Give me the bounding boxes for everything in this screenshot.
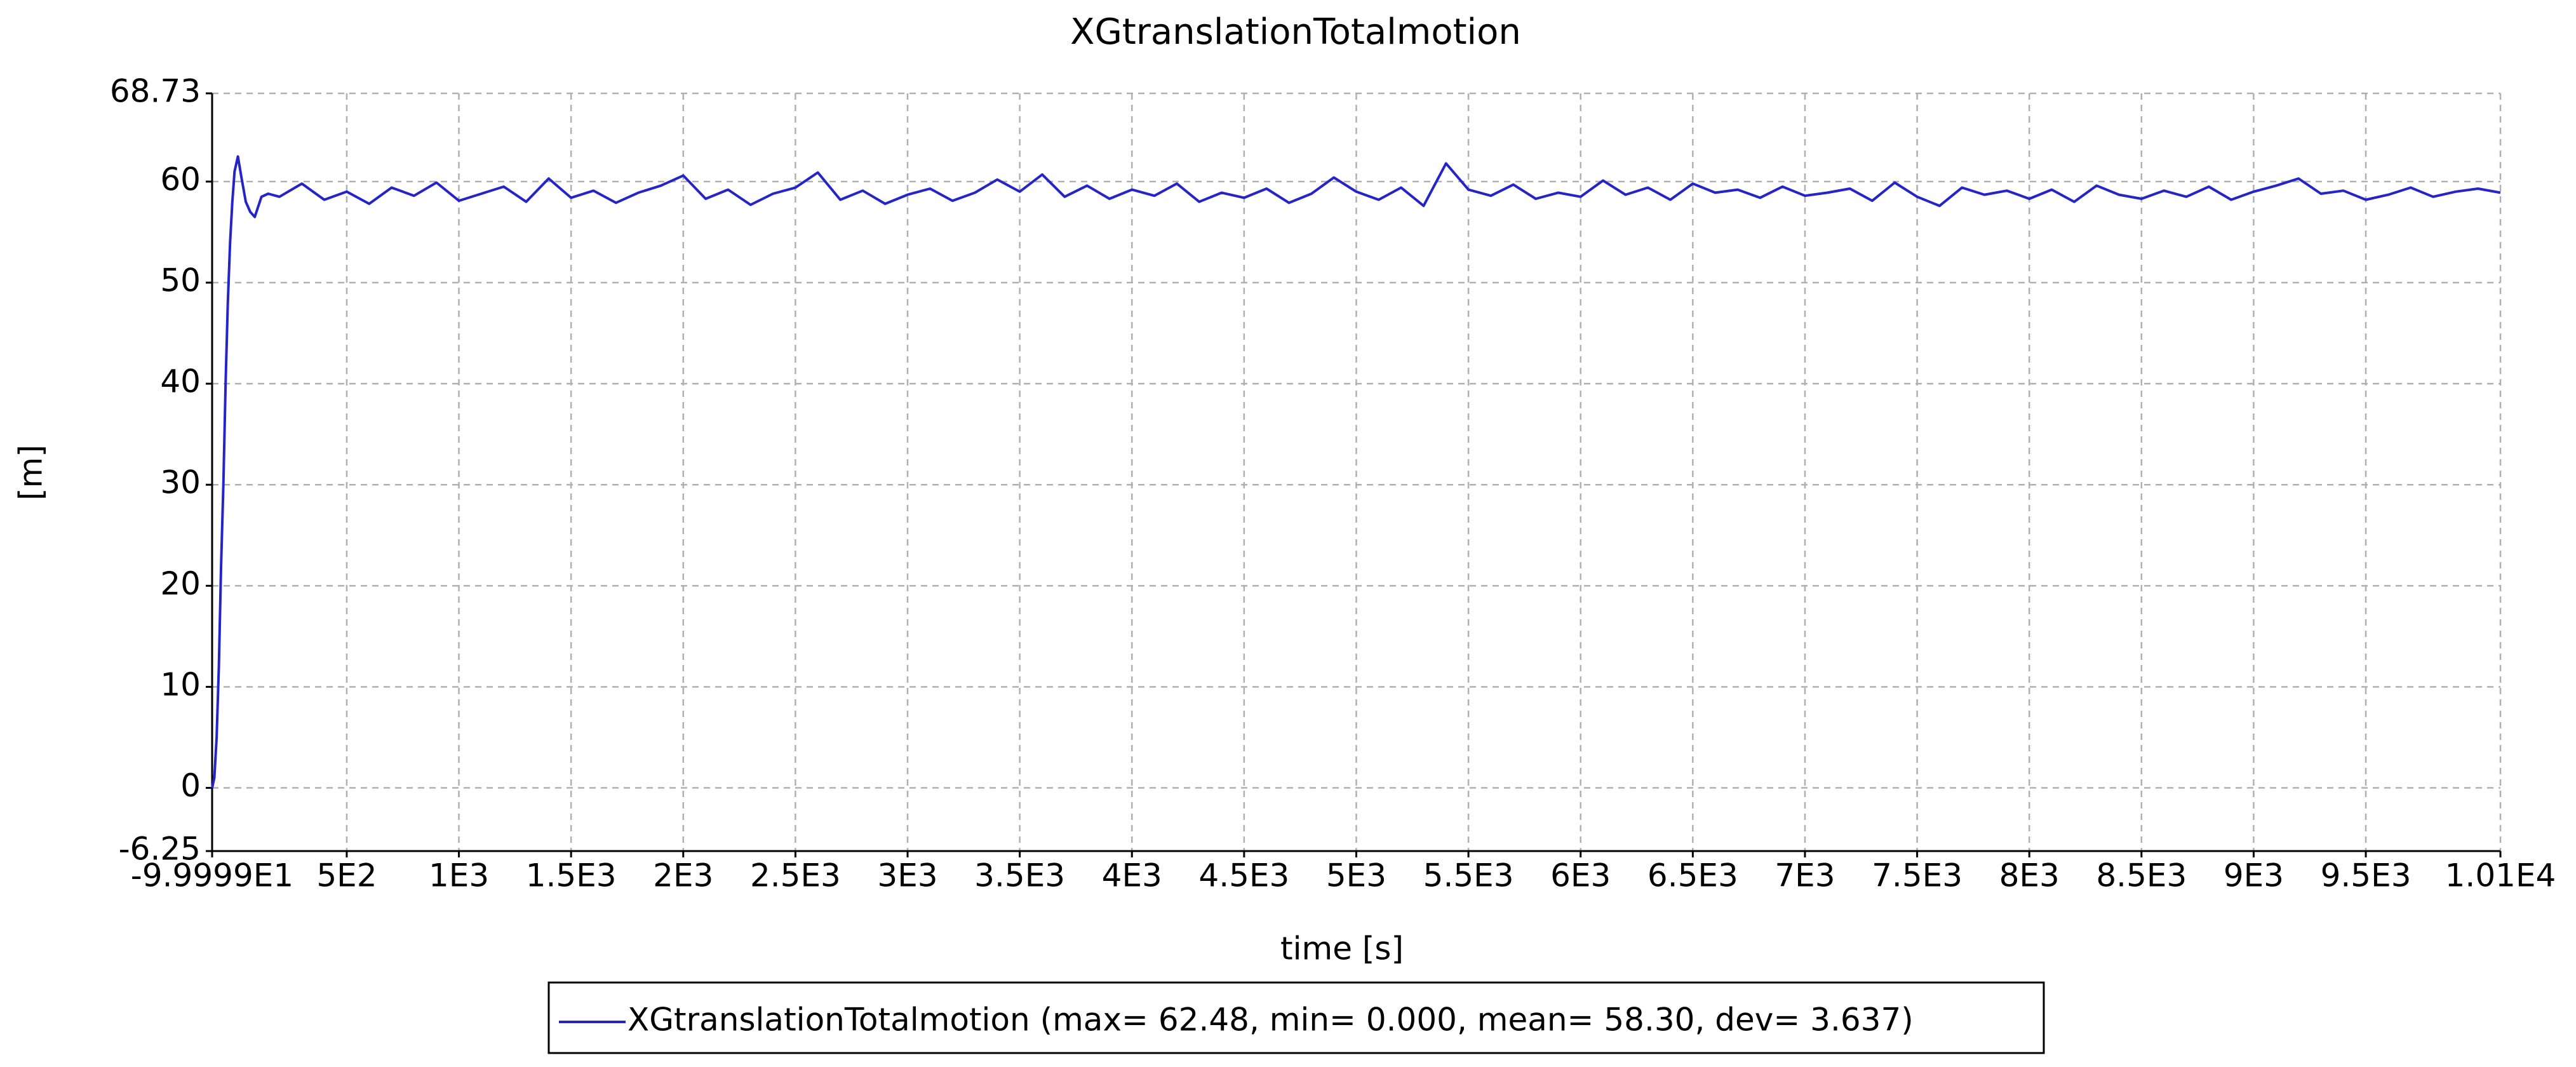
x-tick-label: 5.5E3 xyxy=(1423,857,1514,894)
x-tick-label: 2.5E3 xyxy=(750,857,841,894)
legend-box xyxy=(547,981,2045,1054)
x-tick-label: 4.5E3 xyxy=(1198,857,1289,894)
y-tick-label: -6.25 xyxy=(119,831,201,868)
x-tick-label: 7.5E3 xyxy=(1872,857,1962,894)
x-tick-label: 8E3 xyxy=(1999,857,2060,894)
x-tick-label: 1.01E4 xyxy=(2445,857,2556,894)
y-tick-label: 30 xyxy=(160,464,201,501)
x-tick-label: 1.5E3 xyxy=(526,857,617,894)
y-tick-label: 50 xyxy=(160,262,201,299)
x-tick-label: 9.5E3 xyxy=(2321,857,2412,894)
chart-title: XGtranslationTotalmotion xyxy=(1070,11,1521,53)
x-tick-label: -9.9999E1 xyxy=(131,857,293,894)
y-tick-label: 68.73 xyxy=(110,73,201,110)
x-tick-label: 3E3 xyxy=(877,857,937,894)
legend-label: XGtranslationTotalmotion (max= 62.48, mi… xyxy=(627,1002,1914,1038)
y-tick-label: 40 xyxy=(160,363,201,400)
x-tick-label: 9E3 xyxy=(2224,857,2284,894)
x-tick-label: 6E3 xyxy=(1550,857,1611,894)
x-tick-label: 7E3 xyxy=(1774,857,1835,894)
x-tick-label: 1E3 xyxy=(429,857,489,894)
y-tick-label: 0 xyxy=(180,767,201,804)
x-tick-label: 5E3 xyxy=(1326,857,1386,894)
x-tick-label: 8.5E3 xyxy=(2096,857,2187,894)
y-tick-label: 10 xyxy=(160,666,201,703)
x-tick-label: 6.5E3 xyxy=(1647,857,1738,894)
data-line xyxy=(211,155,2501,789)
x-tick-label: 2E3 xyxy=(653,857,713,894)
y-tick-label: 60 xyxy=(160,161,201,198)
y-tick-label: 20 xyxy=(160,565,201,602)
x-axis-label: time [s] xyxy=(1280,930,1404,967)
x-tick-label: 4E3 xyxy=(1102,857,1162,894)
y-axis-label: [m] xyxy=(13,445,50,500)
x-tick-label: 3.5E3 xyxy=(974,857,1065,894)
x-tick-label: 5E2 xyxy=(316,857,377,894)
